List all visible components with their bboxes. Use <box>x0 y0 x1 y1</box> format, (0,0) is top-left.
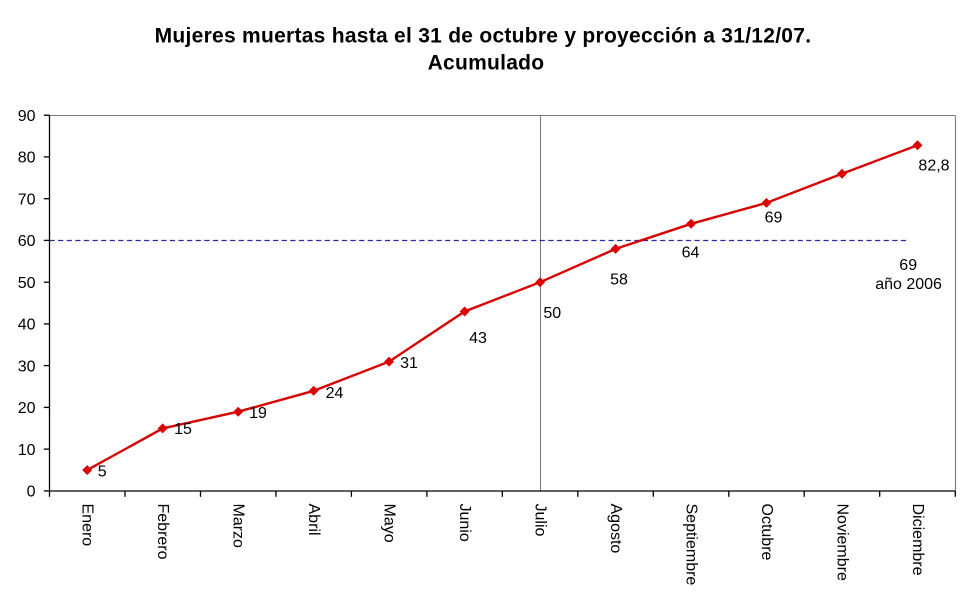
svg-text:90: 90 <box>18 108 36 125</box>
svg-text:Acumulado: Acumulado <box>428 52 545 75</box>
svg-text:40: 40 <box>18 317 36 334</box>
svg-text:Mayo: Mayo <box>381 504 398 543</box>
svg-text:Abril: Abril <box>305 504 322 536</box>
svg-text:Octubre: Octubre <box>758 504 775 561</box>
svg-text:Septiembre: Septiembre <box>683 504 700 586</box>
svg-text:50: 50 <box>543 305 561 322</box>
svg-text:Enero: Enero <box>79 504 96 547</box>
svg-text:5: 5 <box>98 464 107 481</box>
svg-text:Julio: Julio <box>532 504 549 537</box>
svg-text:19: 19 <box>249 405 267 422</box>
svg-text:30: 30 <box>18 358 36 375</box>
svg-text:Febrero: Febrero <box>154 504 171 560</box>
svg-text:Marzo: Marzo <box>230 504 247 549</box>
svg-text:20: 20 <box>18 400 36 417</box>
svg-text:Mujeres muertas hasta el 31 de: Mujeres muertas hasta el 31 de octubre y… <box>155 25 812 48</box>
svg-text:Agosto: Agosto <box>607 504 624 554</box>
svg-text:año 2006: año 2006 <box>875 276 942 293</box>
svg-text:69: 69 <box>765 209 783 226</box>
svg-text:80: 80 <box>18 150 36 167</box>
svg-text:58: 58 <box>610 272 628 289</box>
svg-text:Junio: Junio <box>456 504 473 542</box>
svg-text:60: 60 <box>18 233 36 250</box>
svg-text:15: 15 <box>174 421 192 438</box>
svg-text:10: 10 <box>18 442 36 459</box>
svg-text:0: 0 <box>27 484 36 501</box>
svg-text:43: 43 <box>469 330 487 347</box>
svg-text:64: 64 <box>682 244 700 261</box>
svg-text:Noviembre: Noviembre <box>834 504 851 581</box>
svg-text:50: 50 <box>18 275 36 292</box>
svg-text:24: 24 <box>326 385 344 402</box>
svg-text:31: 31 <box>400 355 418 372</box>
svg-text:69: 69 <box>899 257 917 274</box>
svg-text:70: 70 <box>18 191 36 208</box>
svg-text:82,8: 82,8 <box>918 158 949 175</box>
svg-text:Diciembre: Diciembre <box>909 504 926 576</box>
